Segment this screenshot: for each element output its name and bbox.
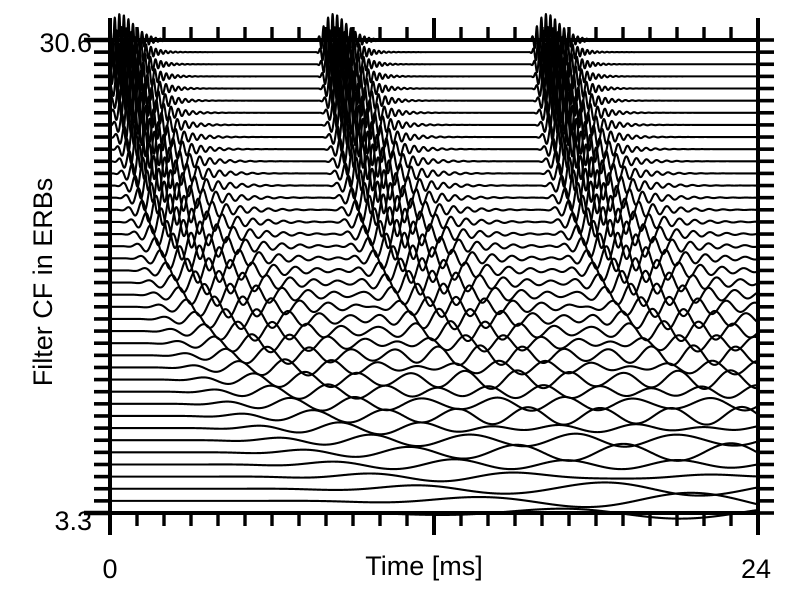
waveform-trace bbox=[108, 90, 760, 135]
y-axis-tick-label-top: 30.6 bbox=[39, 28, 92, 58]
axis-frame-group bbox=[84, 18, 774, 535]
waveform-trace bbox=[108, 491, 760, 509]
waveform-trace bbox=[108, 154, 760, 192]
waveform-trace bbox=[108, 421, 760, 436]
waveform-traces-group bbox=[108, 12, 760, 520]
waveform-trace bbox=[108, 282, 760, 308]
waveform-trace bbox=[108, 244, 760, 273]
waveform-trace bbox=[108, 51, 760, 101]
x-axis-tick-label-left: 0 bbox=[102, 554, 117, 584]
waveform-trace bbox=[108, 442, 760, 462]
waveform-trace bbox=[108, 358, 760, 377]
waveform-trace bbox=[108, 38, 760, 90]
waveform-trace bbox=[108, 295, 760, 319]
waveform-trace bbox=[108, 193, 760, 227]
waveform-trace bbox=[108, 405, 760, 426]
waveform-trace bbox=[108, 369, 760, 390]
waveform-trace bbox=[108, 231, 760, 261]
waveform-trace bbox=[108, 116, 760, 158]
waveform-trace bbox=[108, 26, 760, 79]
waveform-trace bbox=[108, 395, 760, 412]
waveform-trace bbox=[108, 167, 760, 204]
waveform-trace bbox=[108, 103, 760, 147]
waveform-trace bbox=[108, 481, 760, 497]
y-axis-tick-label-bottom: 3.3 bbox=[54, 506, 92, 536]
waveform-trace bbox=[108, 129, 760, 169]
waveform-trace bbox=[108, 458, 760, 471]
waveform-trace bbox=[108, 320, 760, 343]
waveform-trace bbox=[108, 257, 760, 284]
x-axis-tick-label-right: 24 bbox=[741, 554, 771, 584]
waveform-trace bbox=[108, 180, 760, 215]
x-axis-label: Time [ms] bbox=[365, 551, 483, 581]
waveform-trace bbox=[108, 142, 760, 181]
waveform-trace bbox=[108, 344, 760, 367]
waveform-trace bbox=[108, 64, 760, 113]
waveform-trace bbox=[108, 432, 760, 448]
waveform-trace bbox=[108, 77, 760, 124]
y-axis-label: Filter CF in ERBs bbox=[28, 178, 58, 387]
waveform-trace bbox=[108, 471, 760, 483]
